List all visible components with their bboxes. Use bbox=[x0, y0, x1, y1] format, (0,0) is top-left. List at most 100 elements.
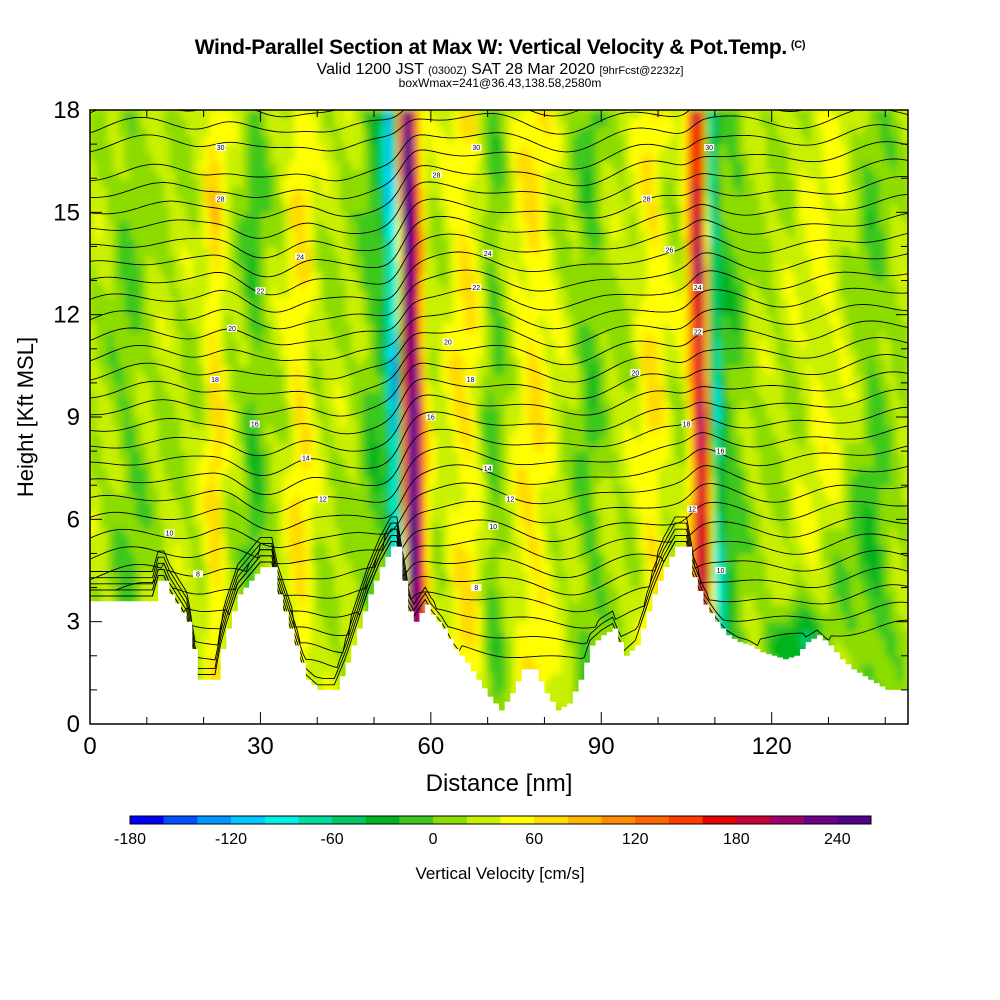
velocity-cell bbox=[209, 280, 216, 290]
velocity-cell bbox=[374, 434, 381, 444]
velocity-cell bbox=[254, 485, 262, 495]
velocity-cell bbox=[107, 399, 114, 410]
velocity-cell bbox=[442, 306, 449, 316]
velocity-cell bbox=[158, 186, 165, 196]
velocity-cell bbox=[379, 365, 386, 375]
velocity-cell bbox=[345, 306, 352, 316]
velocity-cell bbox=[408, 408, 415, 418]
velocity-cell bbox=[459, 485, 466, 495]
velocity-cell bbox=[300, 527, 307, 537]
velocity-cell bbox=[464, 425, 472, 435]
velocity-cell bbox=[112, 297, 119, 307]
velocity-cell bbox=[214, 263, 222, 273]
velocity-cell bbox=[158, 246, 165, 256]
velocity-cell bbox=[135, 357, 142, 367]
velocity-cell bbox=[180, 263, 188, 273]
velocity-cell bbox=[271, 186, 279, 196]
velocity-cell bbox=[277, 417, 284, 427]
velocity-cell bbox=[260, 212, 267, 222]
velocity-cell bbox=[124, 220, 131, 230]
velocity-cell bbox=[374, 161, 381, 171]
velocity-cell bbox=[266, 468, 273, 478]
velocity-cell bbox=[453, 195, 460, 205]
velocity-cell bbox=[169, 272, 176, 282]
velocity-cell bbox=[220, 152, 227, 162]
velocity-cell bbox=[135, 391, 142, 401]
velocity-cell bbox=[95, 502, 102, 512]
velocity-cell bbox=[186, 579, 193, 589]
velocity-cell bbox=[243, 357, 250, 367]
velocity-cell bbox=[345, 229, 352, 239]
velocity-cell bbox=[95, 161, 102, 171]
velocity-cell bbox=[283, 127, 290, 137]
velocity-cell bbox=[260, 178, 267, 188]
velocity-cell bbox=[311, 621, 318, 631]
velocity-cell bbox=[436, 476, 443, 486]
velocity-cell bbox=[311, 348, 318, 358]
velocity-cell bbox=[254, 493, 262, 503]
velocity-cell bbox=[413, 468, 421, 478]
velocity-cell bbox=[95, 254, 102, 265]
velocity-cell bbox=[180, 553, 188, 563]
velocity-cell bbox=[197, 263, 205, 273]
velocity-cell bbox=[214, 246, 222, 256]
velocity-cell bbox=[379, 399, 386, 410]
velocity-cell bbox=[107, 348, 114, 358]
velocity-cell bbox=[180, 186, 188, 196]
velocity-cell bbox=[470, 519, 477, 529]
velocity-cell bbox=[356, 144, 364, 154]
velocity-cell bbox=[220, 579, 227, 589]
velocity-cell bbox=[374, 254, 381, 265]
velocity-cell bbox=[345, 169, 352, 179]
velocity-cell bbox=[374, 527, 381, 537]
velocity-cell bbox=[214, 434, 222, 444]
velocity-cell bbox=[481, 647, 489, 657]
velocity-cell bbox=[356, 297, 364, 307]
velocity-cell bbox=[129, 544, 137, 555]
velocity-cell bbox=[476, 195, 483, 205]
velocity-cell bbox=[413, 459, 421, 469]
velocity-cell bbox=[374, 169, 381, 179]
velocity-cell bbox=[419, 451, 426, 461]
velocity-cell bbox=[305, 289, 313, 299]
velocity-cell bbox=[317, 229, 324, 239]
velocity-cell bbox=[192, 468, 199, 478]
velocity-cell bbox=[209, 664, 216, 674]
velocity-cell bbox=[152, 553, 159, 563]
velocity-cell bbox=[459, 417, 466, 427]
velocity-cell bbox=[408, 289, 415, 299]
velocity-cell bbox=[362, 468, 369, 478]
velocity-cell bbox=[305, 161, 313, 171]
velocity-cell bbox=[129, 596, 137, 606]
velocity-cell bbox=[305, 417, 313, 427]
velocity-cell bbox=[271, 408, 279, 418]
velocity-cell bbox=[129, 152, 137, 162]
velocity-cell bbox=[158, 357, 165, 367]
velocity-cell bbox=[158, 570, 165, 580]
velocity-cell bbox=[141, 237, 148, 248]
velocity-cell bbox=[351, 502, 358, 512]
velocity-cell bbox=[169, 510, 176, 520]
velocity-cell bbox=[158, 519, 165, 529]
velocity-cell bbox=[425, 553, 432, 563]
velocity-cell bbox=[436, 246, 443, 256]
velocity-cell bbox=[430, 553, 438, 563]
velocity-cell bbox=[470, 391, 477, 401]
velocity-cell bbox=[476, 604, 483, 614]
velocity-cell bbox=[249, 118, 256, 128]
velocity-cell bbox=[453, 621, 460, 631]
velocity-cell bbox=[408, 502, 415, 512]
velocity-cell bbox=[322, 263, 330, 273]
velocity-cell bbox=[232, 203, 239, 213]
velocity-cell bbox=[163, 272, 171, 282]
velocity-cell bbox=[311, 178, 318, 188]
velocity-cell bbox=[101, 169, 108, 179]
velocity-cell bbox=[288, 254, 296, 265]
velocity-cell bbox=[135, 374, 142, 384]
velocity-cell bbox=[220, 493, 227, 503]
velocity-cell bbox=[408, 263, 415, 273]
velocity-cell bbox=[368, 297, 375, 307]
velocity-cell bbox=[447, 399, 455, 410]
velocity-cell bbox=[277, 280, 284, 290]
velocity-cell bbox=[442, 510, 449, 520]
